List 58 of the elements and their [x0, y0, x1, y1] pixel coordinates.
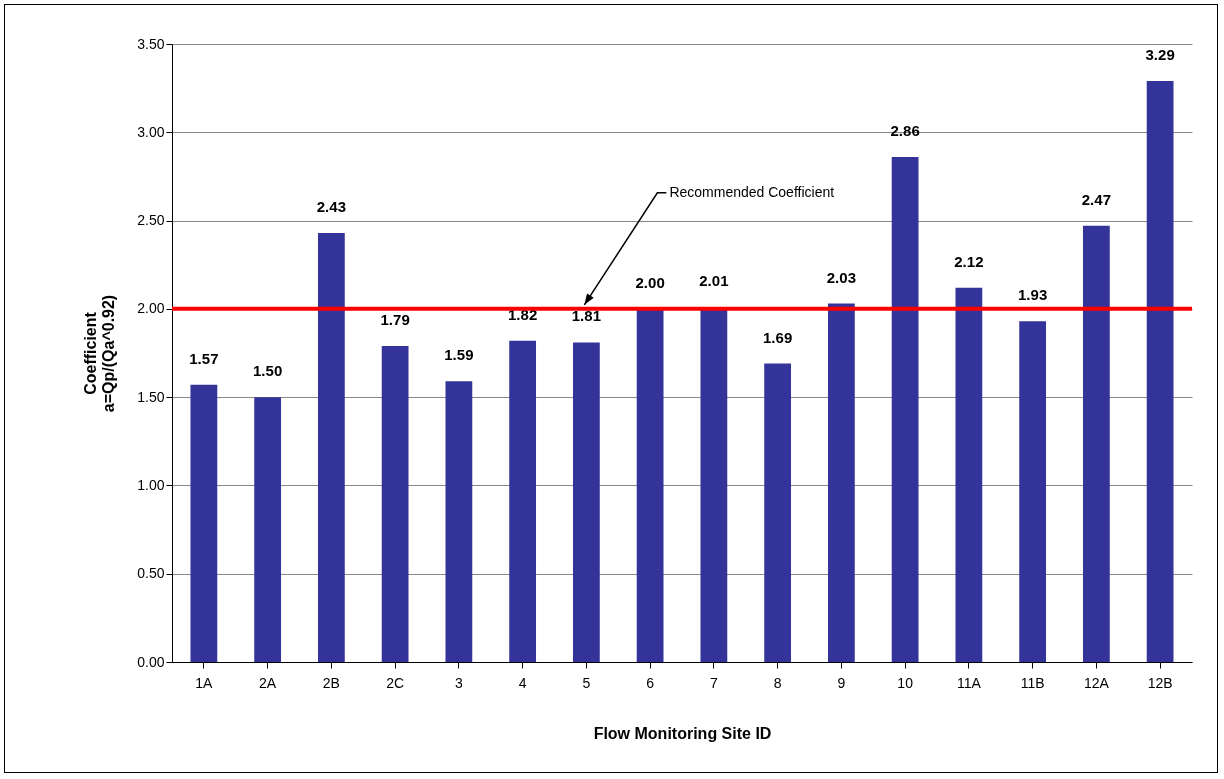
- bar: [827, 303, 855, 662]
- data-label: 2.86: [890, 122, 920, 140]
- bar: [254, 397, 282, 662]
- x-tick-label: 3: [454, 674, 463, 691]
- x-tick-label: 12A: [1083, 674, 1110, 691]
- x-tick-label: 8: [773, 674, 782, 691]
- x-axis-title: Flow Monitoring Site ID: [593, 724, 772, 742]
- bar: [445, 381, 473, 662]
- y-tick-label: 2.00: [137, 300, 165, 317]
- x-tick-label: 5: [582, 674, 591, 691]
- data-label: 1.69: [763, 328, 793, 346]
- y-tick-label: 2.50: [137, 212, 165, 229]
- data-label: 1.50: [253, 362, 283, 380]
- x-tick-label: 12B: [1147, 674, 1173, 691]
- x-tick-label: 4: [518, 674, 527, 691]
- data-label: 2.12: [954, 252, 984, 270]
- x-tick-label: 9: [837, 674, 846, 691]
- data-label: 2.01: [699, 272, 729, 290]
- data-label: 1.79: [380, 310, 410, 328]
- bar: [381, 345, 409, 662]
- x-tick-label: 7: [709, 674, 718, 691]
- x-tick-label: 10: [897, 674, 914, 691]
- y-tick-label: 0.50: [137, 565, 165, 582]
- bar: [572, 342, 600, 662]
- bar: [317, 232, 345, 662]
- data-label: 1.93: [1018, 286, 1048, 304]
- bar: [1146, 81, 1174, 662]
- bar: [891, 157, 919, 662]
- bar: [955, 287, 983, 662]
- y-tick-label: 1.00: [137, 476, 165, 493]
- data-label: 1.57: [189, 349, 219, 367]
- x-tick-label: 11A: [956, 674, 982, 691]
- bar: [1082, 225, 1110, 662]
- data-label: 1.59: [444, 346, 474, 364]
- data-label: 1.82: [508, 305, 538, 323]
- data-label: 1.81: [571, 307, 601, 325]
- x-tick-label: 2A: [259, 674, 277, 691]
- data-label: 2.43: [316, 197, 346, 215]
- bar: [1019, 321, 1047, 662]
- bar: [509, 340, 537, 662]
- x-tick-label: 11B: [1020, 674, 1045, 691]
- annotation: Recommended Coefficient: [669, 183, 835, 200]
- data-label: 2.00: [635, 273, 665, 291]
- bar: [636, 308, 664, 662]
- y-tick-label: 3.00: [137, 123, 165, 140]
- bar: [764, 363, 792, 662]
- y-tick-label: 1.50: [137, 388, 165, 405]
- data-label: 2.03: [826, 268, 856, 286]
- x-tick-label: 6: [646, 674, 655, 691]
- x-tick-label: 2B: [322, 674, 340, 691]
- bar: [190, 384, 218, 662]
- data-label: 3.29: [1145, 46, 1175, 64]
- y-tick-label: 3.50: [137, 35, 165, 52]
- x-tick-label: 1A: [195, 674, 214, 691]
- data-label: 2.47: [1081, 190, 1111, 208]
- x-tick-label: 2C: [386, 674, 405, 691]
- y-tick-label: 0.00: [137, 653, 165, 670]
- y-axis-title: Coefficient a=Qp/(Qa^0.92): [82, 294, 118, 413]
